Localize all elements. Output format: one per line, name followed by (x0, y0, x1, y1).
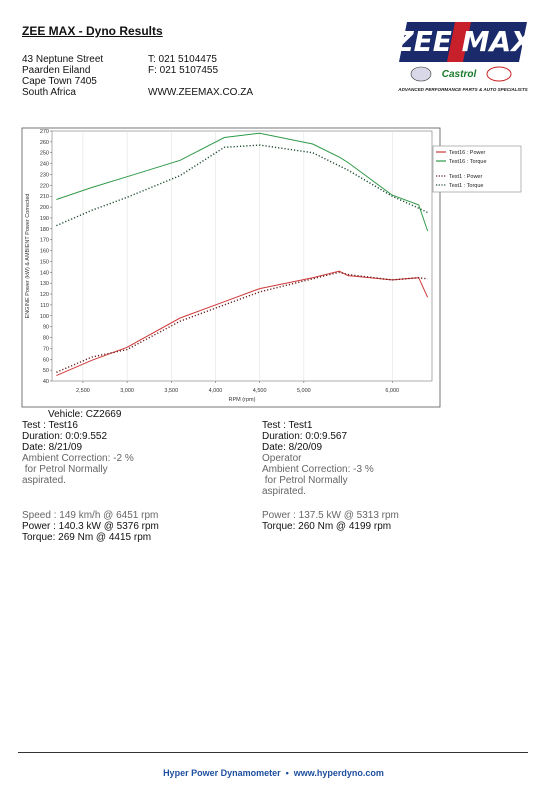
sponsor: Castrol (442, 69, 477, 80)
address-line: Cape Town 7405 (22, 76, 97, 87)
test-line: for Petrol Normally (262, 475, 348, 486)
test-line: Operator (262, 453, 302, 464)
legend-label: Test16 : Power (449, 150, 486, 156)
y-tick-label: 80 (43, 336, 49, 342)
y-tick-label: 260 (40, 140, 49, 146)
test-line: aspirated. (22, 475, 66, 486)
vehicle: Vehicle: CZ2669 (48, 409, 122, 420)
y-tick-label: 180 (40, 227, 49, 233)
test-right: Test : Test1 Duration: 0:0:9.567 Date: 8/2… (262, 420, 374, 497)
legend-box (432, 145, 522, 193)
results-left: Speed : 149 km/h @ 6451 rpm Power : 140.3… (22, 510, 159, 543)
y-tick-label: 40 (43, 379, 49, 385)
test-line: Test : Test16 (22, 420, 78, 431)
result-line: Torque: 260 Nm @ 4199 rpm (262, 521, 392, 532)
series-line (56, 271, 428, 373)
footer-rule (18, 752, 528, 753)
legend-label: Test16 : Torque (449, 159, 487, 165)
y-tick-label: 90 (43, 325, 49, 331)
y-tick-label: 100 (40, 314, 49, 320)
series-line (56, 144, 428, 227)
x-tick-label: 4,500 (253, 388, 267, 394)
y-tick-label: 50 (43, 368, 49, 374)
y-tick-label: 70 (43, 346, 49, 352)
address-line: Paarden Eiland (22, 65, 91, 76)
sponsor-badge (486, 66, 512, 82)
plot-area (51, 130, 433, 382)
test-line: Duration: 0:0:9.567 (262, 431, 348, 442)
x-tick-label: 5,000 (297, 388, 311, 394)
test-line: Date: 8/21/09 (22, 442, 83, 453)
tagline: ADVANCED PERFORMANCE PARTS & AUTO SPECIA… (397, 87, 528, 92)
address: 43 Neptune Street Paarden Eiland Cape To… (22, 54, 103, 98)
y-tick-label: 210 (40, 194, 49, 200)
y-tick-label: 140 (40, 270, 49, 276)
chart-frame (21, 127, 441, 408)
address-line: South Africa (22, 87, 76, 98)
y-tick-label: 250 (40, 151, 49, 157)
test-line: Test : Test1 (262, 420, 313, 431)
x-tick-label: 3,000 (120, 388, 134, 394)
y-axis-label: ENGINE Power (kW) & AMBIENT Power Correc… (25, 194, 31, 319)
x-tick-label: 2,500 (76, 388, 90, 394)
y-tick-label: 230 (40, 172, 49, 178)
x-tick-label: 6,000 (385, 388, 399, 394)
test-line: Ambient Correction: -2 % (22, 453, 134, 464)
x-tick-label: 4,000 (209, 388, 223, 394)
address-line: 43 Neptune Street (22, 54, 104, 65)
y-tick-label: 150 (40, 259, 49, 265)
x-axis-label: RPM (rpm) (229, 397, 256, 403)
logo-text: ZEE MAX (395, 25, 530, 58)
contacts: T: 021 5104475 F: 021 5107455 WWW.ZEEMAX… (148, 54, 253, 98)
y-tick-label: 170 (40, 238, 49, 244)
test-line: aspirated. (262, 486, 306, 497)
result-line: Torque: 269 Nm @ 4415 rpm (22, 532, 152, 543)
y-tick-label: 240 (40, 162, 49, 168)
y-tick-label: 200 (40, 205, 49, 211)
logo-stripe (447, 22, 471, 62)
test-line: for Petrol Normally (22, 464, 108, 475)
result-line: Speed : 149 km/h @ 6451 rpm (22, 510, 159, 521)
result-line: Power : 140.3 kW @ 5376 rpm (22, 521, 159, 532)
sponsor-badge (410, 66, 432, 82)
test-line: Ambient Correction: -3 % (262, 464, 374, 475)
y-tick-label: 270 (40, 129, 49, 135)
series-line (56, 270, 429, 377)
logo-block: ZEE MAX Castrol ADVANCED PERFORMANCE PAR… (395, 22, 530, 92)
doc-title: ZEE MAX - Dyno Results (22, 24, 163, 38)
website: WWW.ZEEMAX.CO.ZA (148, 87, 253, 98)
phone: T: 021 5104475 (148, 54, 217, 65)
x-tick-label: 3,500 (164, 388, 178, 394)
y-tick-label: 120 (40, 292, 49, 298)
test-line: Duration: 0:0:9.552 (22, 431, 108, 442)
y-tick-label: 130 (40, 281, 49, 287)
chart: 40 50 60 70 80 90 100 110 120 130 140 150 160 170 180 1… (21, 127, 522, 408)
series-line (56, 132, 429, 232)
test-left: Test : Test16 Duration: 0:0:9.552 Date: 8/… (22, 420, 134, 486)
legend-label: Test1 : Torque (449, 183, 483, 189)
legend-label: Test1 : Power (449, 174, 482, 180)
y-tick-label: 60 (43, 357, 49, 363)
footer: Hyper Power Dynamometer • www.hyperdyno.… (163, 768, 384, 778)
y-tick-label: 190 (40, 216, 49, 222)
test-line: Date: 8/20/09 (262, 442, 323, 453)
fax: F: 021 5107455 (148, 65, 219, 76)
y-tick-label: 160 (40, 249, 49, 255)
results-right: Power : 137.5 kW @ 5313 rpm Torque: 260 N… (262, 510, 399, 532)
result-line: Power : 137.5 kW @ 5313 rpm (262, 510, 399, 521)
y-tick-label: 110 (40, 303, 49, 309)
y-tick-label: 220 (40, 183, 49, 189)
